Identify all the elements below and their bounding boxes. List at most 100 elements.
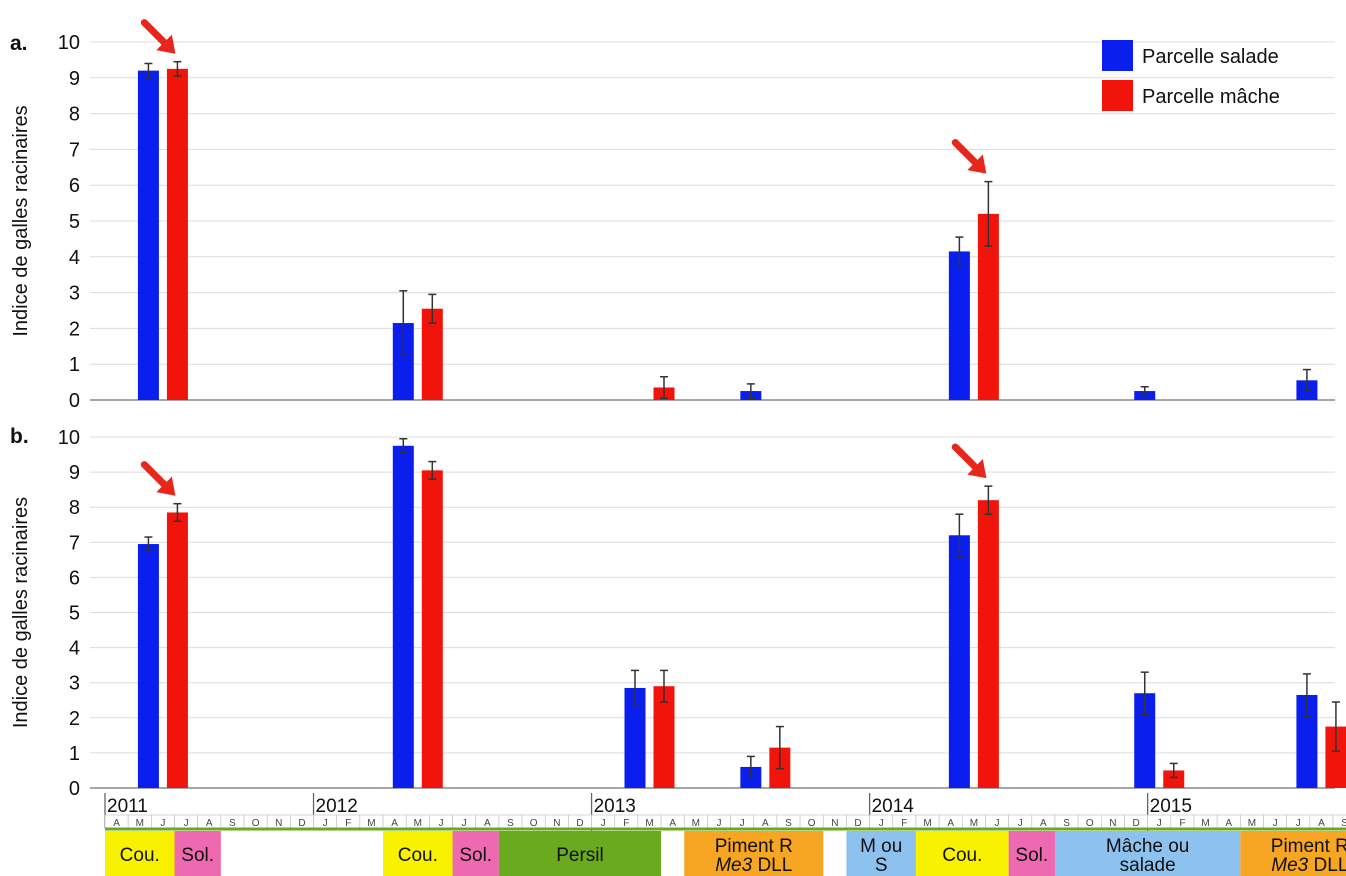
y-tick-label: 2 (69, 708, 80, 730)
month-label: J (160, 818, 165, 829)
month-label: J (601, 818, 606, 829)
bar-salade (137, 544, 159, 788)
month-label: A (1040, 818, 1047, 829)
month-label: J (1157, 818, 1162, 829)
y-tick-label: 9 (69, 68, 80, 90)
crop-label: Sol. (181, 845, 214, 866)
month-label: M (923, 818, 931, 829)
month-label: D (298, 818, 305, 829)
bar-mache (977, 500, 999, 788)
month-label: O (252, 818, 260, 829)
y-tick-label: 4 (69, 247, 80, 269)
timeline: 201120122013201420152016AMJJASONDJFMAMJJ… (104, 793, 1346, 876)
bar-mache (977, 213, 999, 400)
crop-bar (846, 831, 916, 876)
crop-label-rest: DLL (1308, 855, 1346, 876)
y-tick-label: 7 (69, 532, 80, 554)
bar-group (392, 290, 443, 400)
bar-group (740, 725, 791, 788)
crop-bar (1054, 831, 1241, 876)
panel-a: 0 1 2 3 4 5 6 7 8 9 10 a. Indice de galles racinaire… (10, 32, 1335, 412)
crop-bar (498, 831, 662, 876)
bar-salade (624, 687, 646, 788)
crop-period: Sol. (174, 831, 221, 876)
bar-salade (137, 70, 159, 400)
crop-period: Persil (498, 831, 662, 876)
month-label: S (507, 818, 514, 829)
arrow-head (967, 154, 987, 174)
crop-bar (105, 831, 175, 876)
bar-group (653, 375, 675, 400)
month-label: J (740, 818, 745, 829)
panel-label: a. (10, 32, 28, 55)
crop-period: Sol. (1008, 831, 1055, 876)
month-label: A (669, 818, 676, 829)
crop-period: M ouS (846, 831, 916, 876)
month-label: S (1341, 818, 1346, 829)
month-label: M (367, 818, 375, 829)
month-label: M (414, 818, 422, 829)
month-label: S (229, 818, 236, 829)
y-tick-label: 3 (69, 673, 80, 695)
month-label: S (1063, 818, 1070, 829)
highlight-arrow (140, 19, 176, 54)
month-label: J (879, 818, 884, 829)
crop-label: Cou. (398, 845, 438, 866)
y-tick-label: 5 (69, 603, 80, 625)
month-label: O (530, 818, 538, 829)
month-label: M (1201, 818, 1209, 829)
y-axis-title: Indice de galles racinaires (10, 105, 32, 336)
bar-group (948, 485, 999, 788)
bar-mache (653, 686, 675, 788)
legend-label: Parcelle salade (1142, 46, 1279, 68)
month-label: A (1225, 818, 1232, 829)
month-label: A (1318, 818, 1325, 829)
bar-group (1296, 368, 1318, 400)
month-label: M (692, 818, 700, 829)
crop-label-line: salade (1120, 855, 1176, 876)
month-label: M (645, 818, 653, 829)
legend-label: Parcelle mâche (1142, 86, 1280, 108)
highlight-arrow (951, 139, 987, 174)
y-tick-label: 5 (69, 211, 80, 233)
bar-group (624, 669, 675, 788)
year-label: 2014 (872, 796, 915, 817)
month-label: M (136, 818, 144, 829)
bar-salade (948, 251, 970, 400)
highlight-arrow (140, 461, 176, 496)
year-label: 2013 (594, 796, 636, 817)
bar-salade (392, 445, 414, 788)
month-label: S (785, 818, 792, 829)
crop-label-line: Me3 DLL (1271, 855, 1346, 876)
panel-label: b. (10, 425, 29, 448)
month-label: J (1273, 818, 1278, 829)
bar-salade (948, 535, 970, 788)
arrow-shaft (140, 461, 168, 488)
bar-group (392, 438, 443, 788)
year-label: 2015 (1150, 796, 1192, 817)
y-tick-label: 6 (69, 567, 80, 589)
bar-mache (166, 512, 188, 788)
y-tick-label: 1 (69, 743, 80, 765)
month-label: A (206, 818, 213, 829)
crop-label-line: S (875, 855, 888, 876)
month-label: J (462, 818, 467, 829)
y-axis-title: Indice de galles racinaires (10, 497, 32, 728)
crop-period: Cou. (105, 831, 175, 876)
month-label: N (1109, 818, 1116, 829)
month-label: J (184, 818, 189, 829)
y-tick-label: 0 (69, 390, 80, 412)
bar-group (137, 60, 188, 400)
month-label: A (484, 818, 491, 829)
y-tick-label: 2 (69, 318, 80, 340)
month-label: J (438, 818, 443, 829)
crop-bar (684, 831, 824, 876)
crop-label-line: M ou (860, 836, 902, 857)
crop-bar (1008, 831, 1055, 876)
crop-label-italic: Me3 (1271, 855, 1308, 876)
month-label: D (576, 818, 583, 829)
y-tick-label: 8 (69, 497, 80, 519)
month-label: F (345, 818, 351, 829)
